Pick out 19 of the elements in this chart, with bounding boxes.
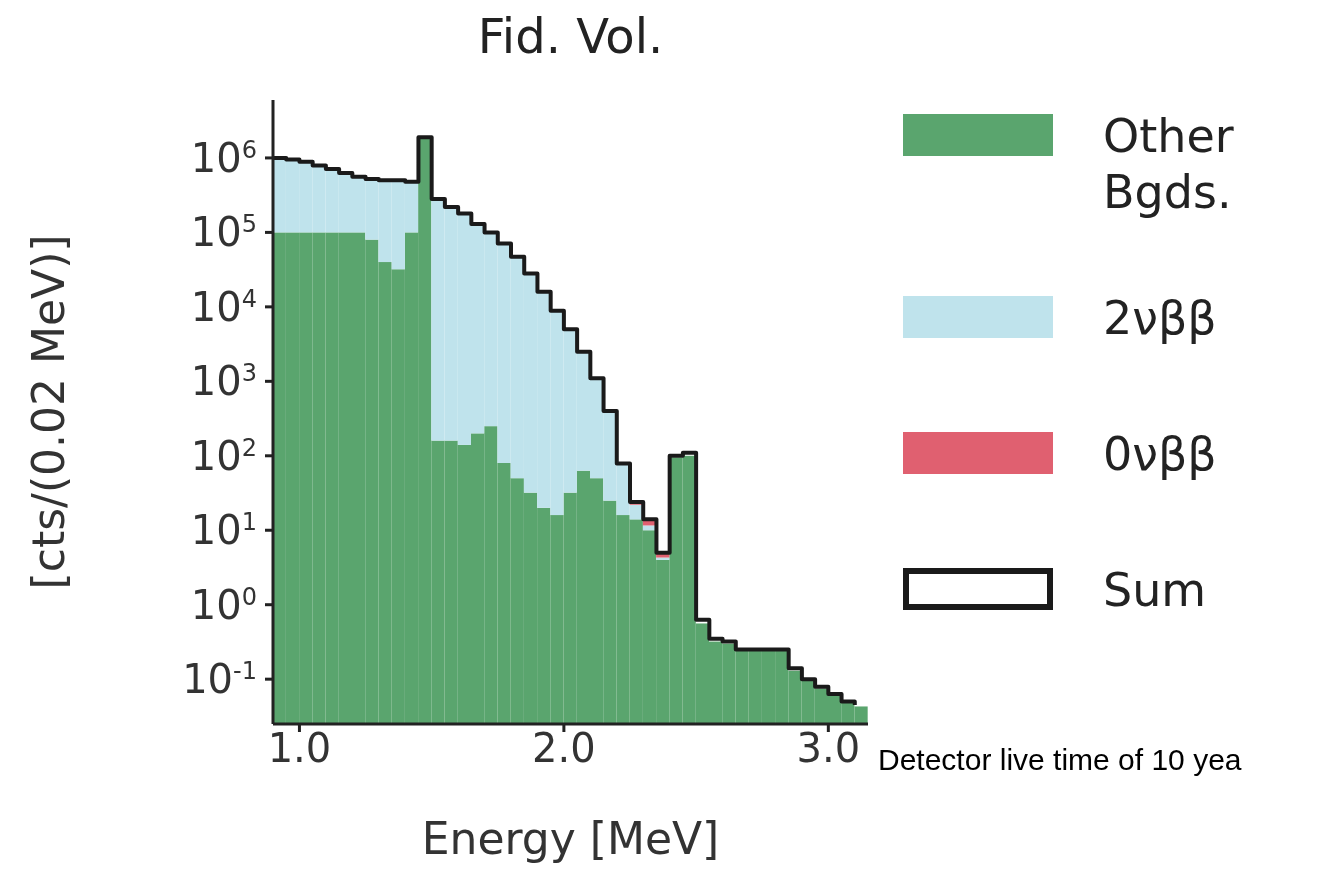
- x-tick-label: 3.0: [796, 725, 861, 772]
- legend-label: Other Bgds.: [1103, 108, 1235, 220]
- y-tick-label: 10$^{5}$: [190, 209, 257, 256]
- y-tick-label: 10$^{2}$: [190, 432, 257, 479]
- y-tick-label: 10$^{0}$: [190, 581, 257, 628]
- y-tick-label: 10$^{1}$: [190, 507, 257, 554]
- legend-label: 0νββ: [1103, 426, 1218, 482]
- y-tick-label: 10$^{4}$: [190, 283, 257, 330]
- y-tick-label: 10$^{3}$: [190, 358, 257, 405]
- legend-label: 2νββ: [1103, 290, 1218, 346]
- x-axis-title: Energy [MeV]: [421, 813, 720, 864]
- y-tick-label: 10$^{6}$: [190, 134, 257, 181]
- y-tick-label: 10$^{-1}$: [182, 656, 257, 703]
- x-tick-label: 1.0: [267, 725, 332, 772]
- chart-title: Fid. Vol.: [476, 8, 665, 64]
- y-axis-title: [cts/(0.02 MeV)]: [22, 234, 74, 590]
- x-tick-label: 2.0: [532, 725, 596, 772]
- legend-label: Sum: [1103, 562, 1208, 618]
- text: Detector live time of 10 yea: [878, 743, 1242, 777]
